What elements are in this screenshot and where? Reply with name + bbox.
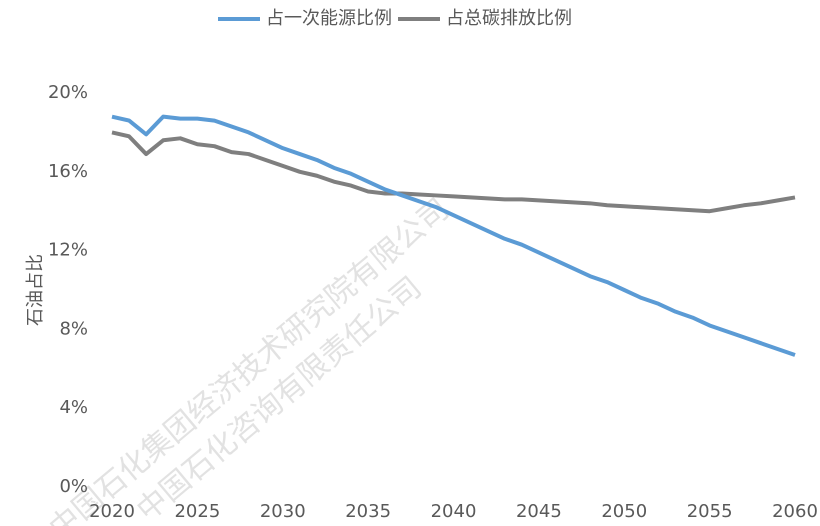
x-tick-label: 2020: [89, 501, 135, 522]
x-tick-label: 2030: [260, 501, 306, 522]
y-tick-label: 12%: [48, 240, 88, 261]
y-tick-label: 0%: [59, 476, 88, 497]
watermark: 中国石化咨询有限责任公司: [130, 270, 428, 526]
x-tick-label: 2040: [431, 501, 477, 522]
x-tick-label: 2035: [345, 501, 391, 522]
x-tick-label: 2050: [601, 501, 647, 522]
y-tick-label: 16%: [48, 161, 88, 182]
watermark: 中国石化集团经济技术研究院有限公司: [43, 192, 456, 526]
y-tick-label: 4%: [59, 397, 88, 418]
y-axis-label: 石油占比: [25, 254, 46, 326]
series-line: [111, 130, 796, 214]
legend-label: 占一次能源比例: [266, 8, 392, 29]
x-tick-label: 2055: [687, 501, 733, 522]
x-tick-label: 2045: [516, 501, 562, 522]
y-tick-label: 8%: [59, 318, 88, 339]
x-tick-label: 2025: [174, 501, 220, 522]
x-tick-label: 2060: [772, 501, 818, 522]
series-line: [111, 114, 796, 357]
legend-label: 占总碳排放比例: [446, 8, 572, 29]
y-tick-label: 20%: [48, 82, 88, 103]
